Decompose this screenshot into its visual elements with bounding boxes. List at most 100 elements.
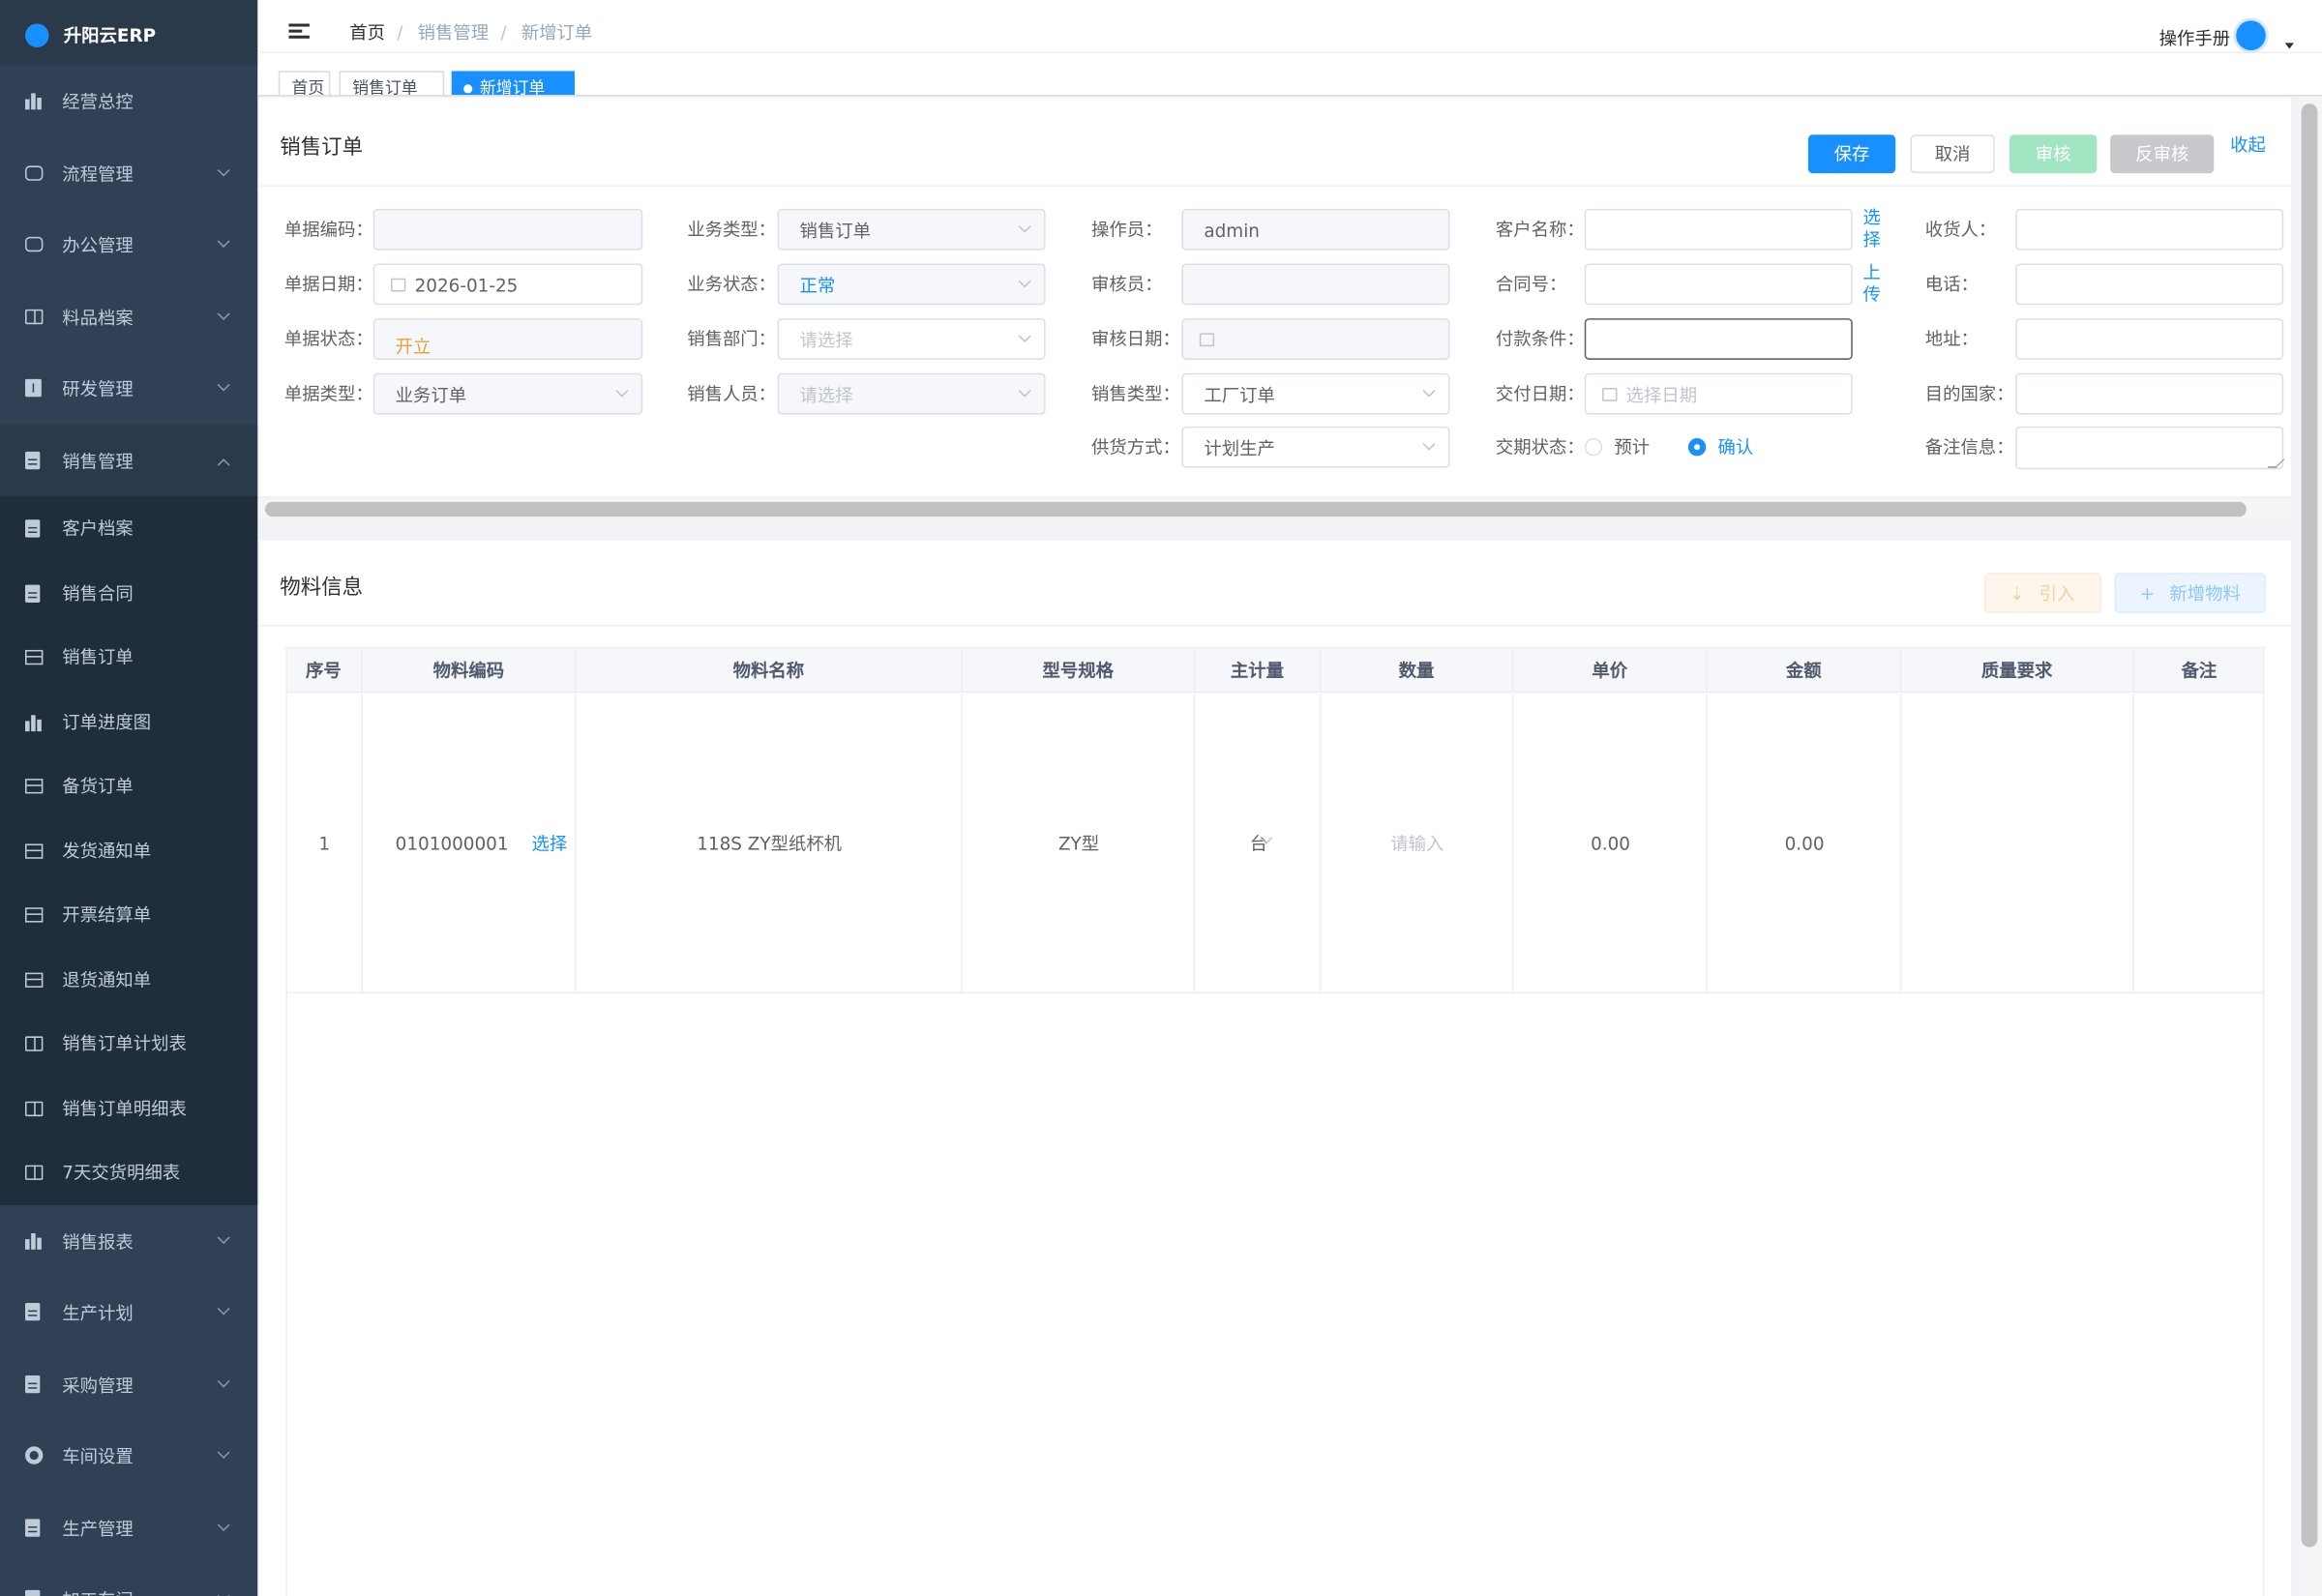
icon-line xyxy=(28,1386,38,1388)
textarea[interactable] xyxy=(2015,426,2285,470)
button[interactable]: 反审核 xyxy=(2110,134,2215,174)
menu-item[interactable]: 办公管理 xyxy=(0,209,257,281)
manual-link[interactable]: 操作手册 xyxy=(2158,28,2231,49)
input-field[interactable] xyxy=(2015,208,2284,251)
avatar[interactable] xyxy=(2233,17,2269,54)
date-field[interactable] xyxy=(1181,318,1450,360)
date-field[interactable]: 选择日期 xyxy=(1584,372,1853,415)
select-field[interactable]: 业务订单 xyxy=(372,372,643,415)
icon xyxy=(25,308,44,325)
menu-item[interactable]: 研发管理 xyxy=(0,352,257,424)
button[interactable]: 取消 xyxy=(1910,134,1995,174)
submenu-item[interactable]: 销售订单 xyxy=(0,624,258,690)
tab[interactable]: 新增订单 xyxy=(451,71,575,95)
icon-line xyxy=(28,526,38,529)
menu-item[interactable]: 加工车间 xyxy=(0,1563,257,1596)
icon-line xyxy=(34,1101,36,1116)
v-scroll-thumb[interactable] xyxy=(2301,103,2318,1548)
icon-box xyxy=(25,1302,41,1321)
field-value: admin xyxy=(1204,221,1260,242)
select-field[interactable]: 请选择 xyxy=(777,372,1046,415)
menu-item[interactable]: 车间设置 xyxy=(0,1420,257,1492)
input-field[interactable] xyxy=(2015,372,2284,415)
submenu-item[interactable]: 销售订单计划表 xyxy=(0,1011,258,1076)
breadcrumb-item: 新增订单 xyxy=(521,21,593,44)
input-field[interactable] xyxy=(1584,318,1853,360)
icon-line xyxy=(28,462,38,464)
field-label: 交期状态： xyxy=(1495,436,1585,458)
field-action[interactable]: 选择 xyxy=(1862,207,1881,251)
submenu-item[interactable]: 订单进度图 xyxy=(0,689,258,754)
select-field[interactable]: 计划生产 xyxy=(1181,426,1450,468)
field-placeholder: 请选择 xyxy=(799,330,853,351)
menu-item[interactable]: 经营总控 xyxy=(0,65,257,136)
icon-line xyxy=(28,531,38,534)
submenu-item[interactable]: 退货通知单 xyxy=(0,946,258,1012)
select-field[interactable]: 销售订单 xyxy=(777,208,1046,251)
menu-item[interactable]: 生产计划 xyxy=(0,1276,257,1347)
input-field[interactable] xyxy=(372,208,643,251)
input-field[interactable] xyxy=(1584,208,1853,251)
menu-label: 车间设置 xyxy=(62,1446,134,1467)
submenu-label: 7天交货明细表 xyxy=(62,1162,181,1183)
breadcrumb-item[interactable]: 销售管理 xyxy=(417,21,490,44)
material-title: 物料信息 xyxy=(280,576,363,600)
chevron-down xyxy=(1422,437,1436,451)
submenu-item[interactable]: 客户档案 xyxy=(0,495,258,561)
radio[interactable]: 确认 xyxy=(1687,437,1792,458)
icon-box xyxy=(25,649,44,665)
menu-label: 生产管理 xyxy=(62,1518,134,1540)
plus-icon: + xyxy=(2139,583,2156,605)
column-header: 物料名称 xyxy=(576,648,963,694)
field-placeholder: 选择日期 xyxy=(1625,384,1698,406)
form-title: 销售订单 xyxy=(280,135,363,161)
tab-label: 销售订单 xyxy=(352,78,418,97)
icon-box xyxy=(25,236,44,252)
tab[interactable]: 销售订单 xyxy=(339,71,445,97)
input-field[interactable] xyxy=(1584,263,1853,306)
input-field[interactable] xyxy=(2015,263,2284,306)
tab[interactable]: 首页 xyxy=(278,71,331,95)
input-field[interactable] xyxy=(2015,318,2284,360)
submenu-item[interactable]: 备货订单 xyxy=(0,754,258,818)
button[interactable]: + 新增物料 xyxy=(2114,573,2266,613)
input-field[interactable]: 开立 xyxy=(372,318,643,360)
submenu-item[interactable]: 销售合同 xyxy=(0,560,258,625)
icon xyxy=(25,1302,43,1321)
submenu-item[interactable]: 开票结算单 xyxy=(0,882,258,947)
hamburger[interactable] xyxy=(288,23,310,41)
cell-placeholder[interactable]: 请输入 xyxy=(1390,833,1444,855)
radio[interactable]: 预计 xyxy=(1584,437,1688,458)
date-field[interactable]: 2026-01-25 xyxy=(372,263,643,306)
button[interactable]: 保存 xyxy=(1807,134,1896,174)
breadcrumb-item[interactable]: 首页 xyxy=(349,21,385,44)
field-action[interactable]: 上传 xyxy=(1862,261,1881,306)
submenu-item[interactable]: 7天交货明细表 xyxy=(0,1139,258,1205)
form-card: 销售订单 保存 取消 审核 反审核 收起 单据编码： 单据日期： 2026-01-25 单据状态：… xyxy=(258,98,2291,496)
menu-item[interactable]: 销售管理 xyxy=(0,424,258,496)
select-field[interactable]: 正常 xyxy=(777,263,1046,306)
h-scroll-thumb[interactable] xyxy=(264,501,2247,517)
button[interactable]: ⇣ 引入 xyxy=(1984,573,2101,613)
button[interactable]: 审核 xyxy=(2009,134,2098,174)
hamburger-line xyxy=(288,23,310,26)
cell-select[interactable]: 台 xyxy=(1225,821,1292,863)
submenu-item[interactable]: 销售订单明细表 xyxy=(0,1075,258,1140)
menu-item[interactable]: 采购管理 xyxy=(0,1348,257,1420)
cell-text: 0101000001 xyxy=(395,833,509,855)
menu-label: 销售报表 xyxy=(62,1230,134,1253)
select-field[interactable]: 请选择 xyxy=(777,318,1046,360)
cell-action[interactable]: 选择 xyxy=(531,833,568,855)
menu-item[interactable]: 生产管理 xyxy=(0,1492,257,1563)
input-field[interactable] xyxy=(1181,263,1450,306)
menu-item[interactable]: 销售报表 xyxy=(0,1204,257,1276)
column-header: 序号 xyxy=(285,648,363,694)
menu-item[interactable]: 料品档案 xyxy=(0,281,257,352)
input-field[interactable]: admin xyxy=(1181,208,1450,251)
icon xyxy=(25,519,43,538)
column-header: 主计量 xyxy=(1195,648,1322,694)
submenu-item[interactable]: 发货通知单 xyxy=(0,817,258,883)
collapse-link[interactable]: 收起 xyxy=(2230,134,2266,156)
menu-item[interactable]: 流程管理 xyxy=(0,137,257,209)
select-field[interactable]: 工厂订单 xyxy=(1181,372,1450,415)
